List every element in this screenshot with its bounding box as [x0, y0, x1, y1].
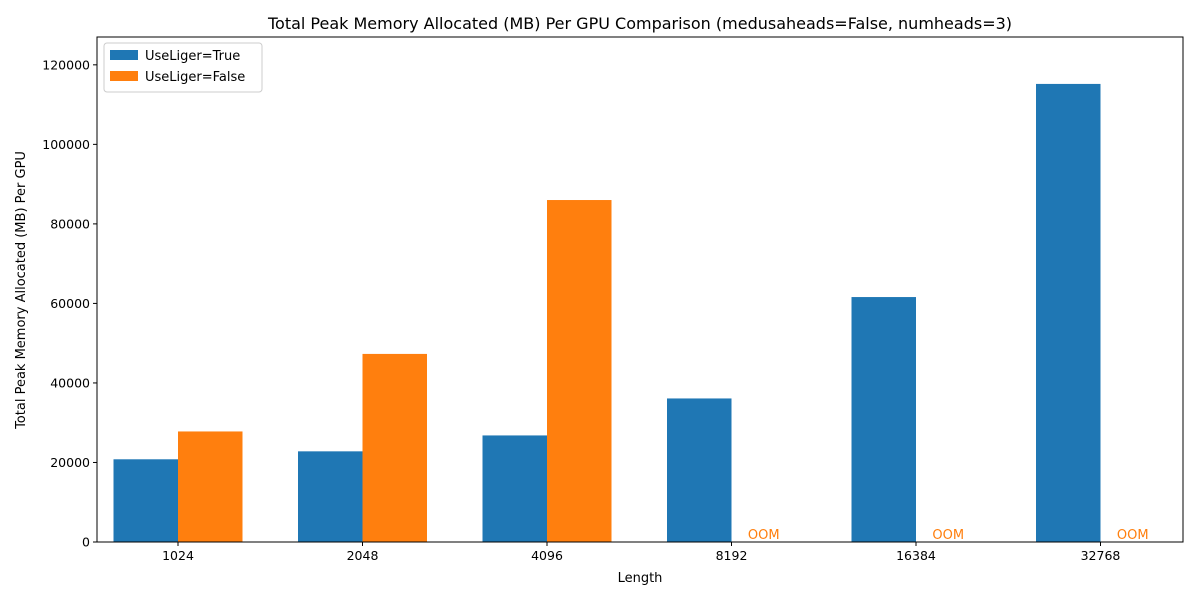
oom-labels-group: OOM OOM OOM	[748, 528, 1149, 543]
plot-frame	[96, 36, 1184, 543]
y-tick-label: 80000	[50, 216, 90, 231]
bar-useliger-true-4096	[482, 435, 547, 542]
bars-group	[113, 83, 1101, 542]
y-tick-label: 0	[82, 535, 90, 550]
x-tick-label: 2048	[347, 548, 379, 563]
y-tick-label: 40000	[50, 375, 90, 390]
y-tick-label: 100000	[42, 137, 90, 152]
x-tick-label: 1024	[162, 548, 194, 563]
x-axis: 1024 2048 4096 8192 16384 32768	[162, 542, 1120, 563]
oom-label: OOM	[1117, 528, 1149, 543]
y-axis-label: Total Peak Memory Allocated (MB) Per GPU	[14, 151, 29, 430]
legend-swatch	[110, 50, 138, 60]
bar-useliger-true-8192	[667, 398, 732, 542]
bar-useliger-true-16384	[851, 297, 916, 542]
bar-useliger-false-4096	[547, 200, 612, 542]
bar-useliger-true-2048	[298, 451, 363, 542]
bar-useliger-true-1024	[113, 459, 178, 542]
bar-useliger-false-1024	[178, 431, 243, 542]
x-axis-label: Length	[618, 571, 663, 586]
oom-label: OOM	[932, 528, 964, 543]
x-tick-label: 8192	[716, 548, 748, 563]
y-tick-label: 120000	[42, 57, 90, 72]
x-tick-label: 32768	[1081, 548, 1121, 563]
y-axis: 0 20000 40000 60000 80000 100000 120000	[42, 57, 97, 550]
legend-label: UseLiger=True	[145, 49, 240, 64]
legend-swatch	[110, 71, 138, 81]
bar-useliger-false-2048	[362, 353, 427, 542]
chart-title: Total Peak Memory Allocated (MB) Per GPU…	[267, 14, 1012, 33]
legend: UseLiger=True UseLiger=False	[103, 42, 263, 93]
legend-label: UseLiger=False	[145, 70, 245, 85]
legend-box	[103, 42, 263, 93]
y-tick-label: 60000	[50, 296, 90, 311]
bar-useliger-true-32768	[1036, 83, 1101, 542]
x-tick-label: 4096	[531, 548, 563, 563]
x-tick-label: 16384	[896, 548, 936, 563]
y-tick-label: 20000	[50, 455, 90, 470]
oom-label: OOM	[748, 528, 780, 543]
